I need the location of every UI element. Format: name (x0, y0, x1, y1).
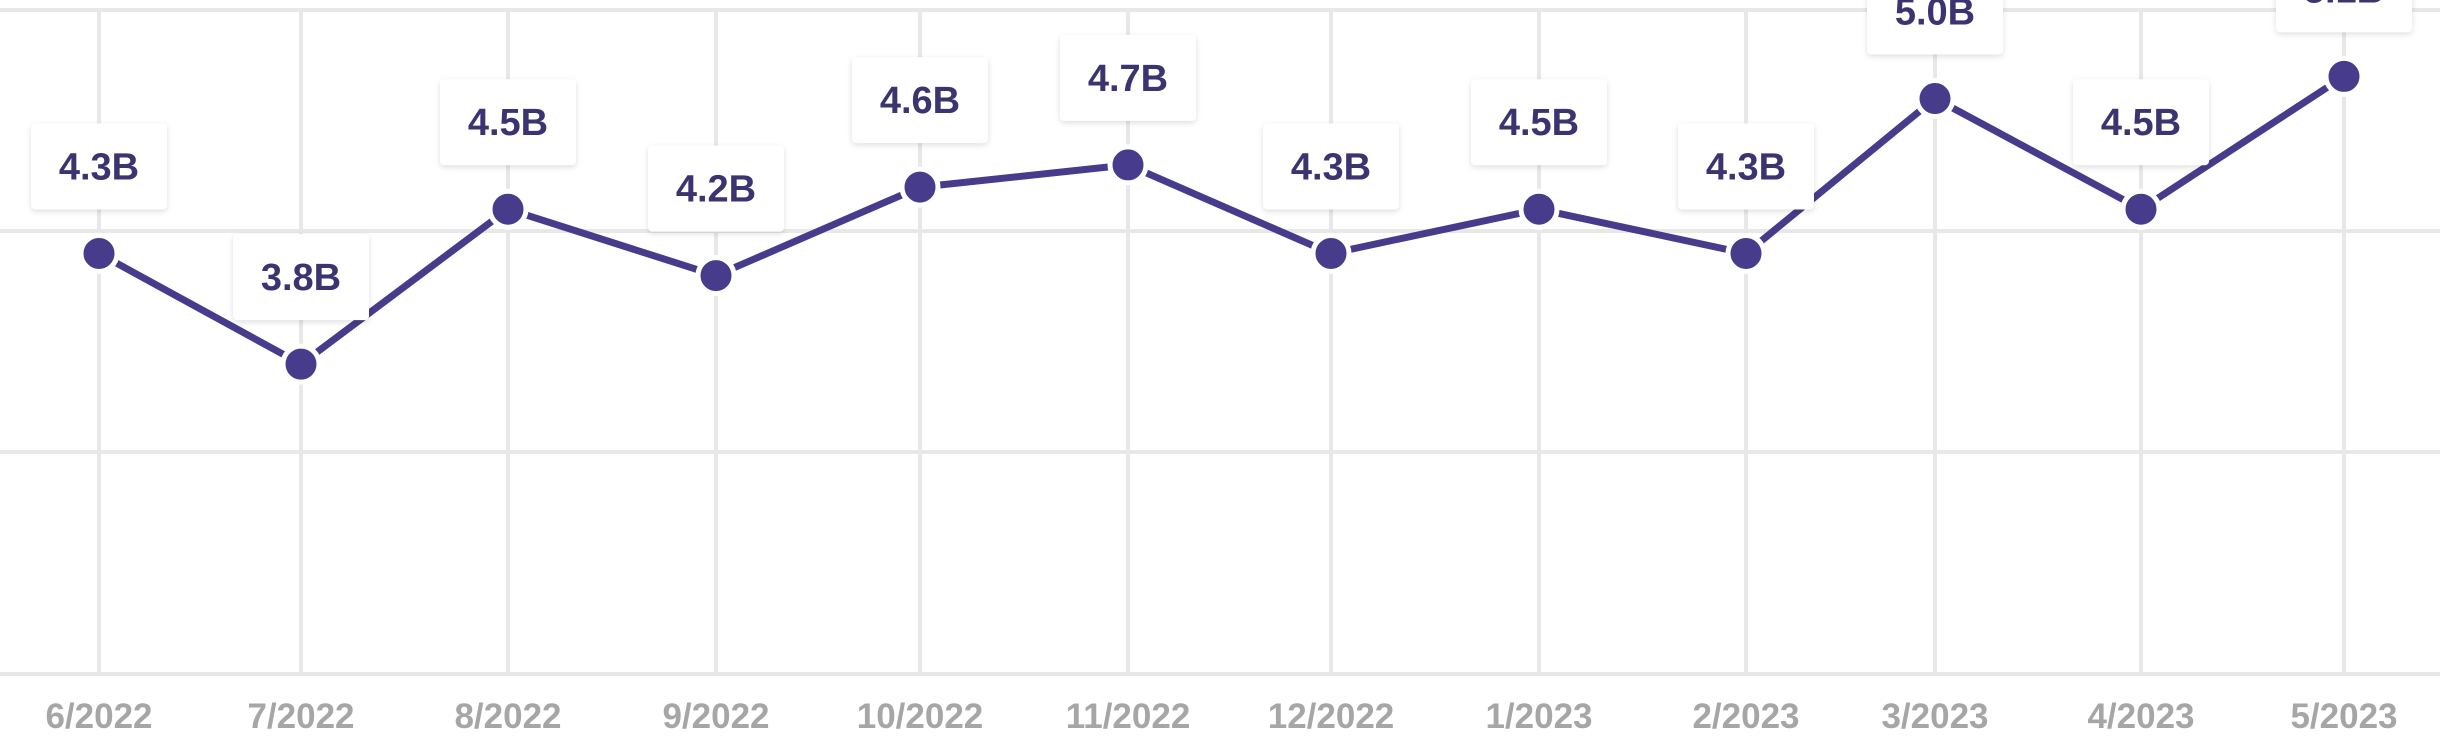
data-label-box (1263, 123, 1399, 210)
data-label: 4.2B (648, 145, 784, 232)
data-label-box (233, 234, 369, 321)
data-label-text: 5.0B (1895, 0, 1975, 34)
data-label: 5.1B (2276, 0, 2412, 33)
x-tick-label: 10/2022 (857, 697, 984, 736)
data-label-box (2276, 0, 2412, 33)
data-point[interactable] (695, 255, 737, 297)
series-line (95, 72, 2348, 368)
data-label-box (852, 57, 988, 144)
x-tick-label: 9/2022 (662, 697, 769, 736)
data-label: 4.7B (1060, 34, 1196, 121)
data-point[interactable] (280, 343, 322, 385)
data-label-text: 5.1B (2304, 0, 2384, 11)
data-point[interactable] (2323, 55, 2365, 97)
x-tick-label: 11/2022 (1066, 697, 1191, 736)
data-point[interactable] (2120, 188, 2162, 230)
data-label: 4.3B (1678, 123, 1814, 210)
data-label: 4.5B (2073, 79, 2209, 166)
x-tick-label: 5/2023 (2290, 697, 2397, 736)
data-label-text: 4.3B (1706, 146, 1786, 188)
data-label: 4.5B (440, 79, 576, 166)
data-point[interactable] (899, 166, 941, 208)
data-point[interactable] (1725, 232, 1767, 274)
data-label-text: 4.3B (59, 146, 139, 188)
data-label-box (1471, 79, 1607, 166)
data-label-text: 4.3B (1291, 146, 1371, 188)
data-label-box (1678, 123, 1814, 210)
data-point[interactable] (1518, 188, 1560, 230)
data-label-box (2073, 79, 2209, 166)
data-point[interactable] (487, 188, 529, 230)
data-label-text: 4.5B (468, 102, 548, 144)
x-tick-label: 8/2022 (454, 697, 561, 736)
data-label-text: 3.8B (261, 257, 341, 299)
x-tick-label: 1/2023 (1485, 697, 1592, 736)
data-label: 4.5B (1471, 79, 1607, 166)
data-label-box (440, 79, 576, 166)
data-point[interactable] (78, 232, 120, 274)
x-tick-label: 7/2022 (247, 697, 354, 736)
data-label-text: 4.5B (2101, 102, 2181, 144)
data-labels: 4.3B 3.8B 4.5B 4.2B 4.6B 4.7B 4.3B 4.5B 4.3B 5.0B… (31, 0, 2412, 321)
data-points (78, 55, 2365, 385)
data-label-box (1060, 34, 1196, 121)
x-tick-label: 2/2023 (1692, 697, 1799, 736)
data-label-box (1867, 0, 2003, 55)
data-label-text: 4.6B (880, 80, 960, 122)
x-axis-tick-labels: 6/2022 7/2022 8/2022 9/2022 10/2022 11/2022 12… (45, 697, 2397, 736)
data-label-text: 4.7B (1088, 58, 1168, 100)
data-label: 4.3B (1263, 123, 1399, 210)
data-point[interactable] (1914, 78, 1956, 120)
data-label-box (648, 145, 784, 232)
x-tick-label: 12/2022 (1268, 697, 1395, 736)
data-label: 4.3B (31, 123, 167, 210)
data-point[interactable] (1310, 232, 1352, 274)
data-label-text: 4.5B (1499, 102, 1579, 144)
data-point[interactable] (1107, 144, 1149, 186)
data-label: 4.6B (852, 57, 988, 144)
x-tick-label: 6/2022 (45, 697, 152, 736)
data-label: 3.8B (233, 234, 369, 321)
data-label-text: 4.2B (676, 169, 756, 211)
data-label: 5.0B (1867, 0, 2003, 55)
x-tick-label: 4/2023 (2087, 697, 2194, 736)
data-label-box (31, 123, 167, 210)
x-tick-label: 3/2023 (1881, 697, 1988, 736)
